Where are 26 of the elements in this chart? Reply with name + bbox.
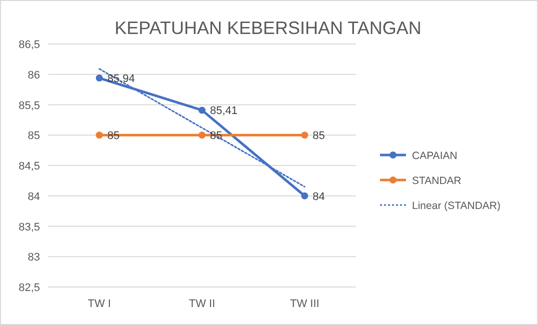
x-tick-label: TW II [188, 298, 216, 310]
point [96, 132, 103, 139]
y-tick-label: 83 [28, 252, 40, 264]
y-tick-label: 86,5 [18, 39, 40, 51]
x-tick-label: TW III [290, 298, 320, 310]
x-tick-label: TW I [88, 298, 111, 310]
legend-label: STANDAR [412, 175, 462, 187]
y-tick-label: 83,5 [18, 221, 40, 234]
y-tick-label: 85,5 [18, 100, 40, 112]
legend-label: CAPAIAN [412, 150, 458, 162]
y-tick-label: 85 [28, 130, 40, 142]
data-label: 85 [210, 130, 222, 142]
data-label: 85,41 [210, 105, 238, 118]
point [198, 132, 206, 139]
y-tick-label: 86 [28, 69, 40, 82]
chart-title: KEPATUHAN KEBERSIHAN TANGAN [114, 18, 422, 38]
point [301, 192, 308, 200]
legend-label: Linear (STANDAR) [412, 200, 500, 212]
y-tick-label: 82,5 [18, 282, 40, 294]
point [198, 106, 206, 114]
data-label: 85 [312, 130, 325, 142]
y-tick-label: 84 [28, 190, 40, 203]
y-tick-label: 84,5 [18, 160, 40, 172]
data-label: 84 [312, 190, 325, 203]
point [301, 132, 308, 139]
point [96, 74, 103, 82]
